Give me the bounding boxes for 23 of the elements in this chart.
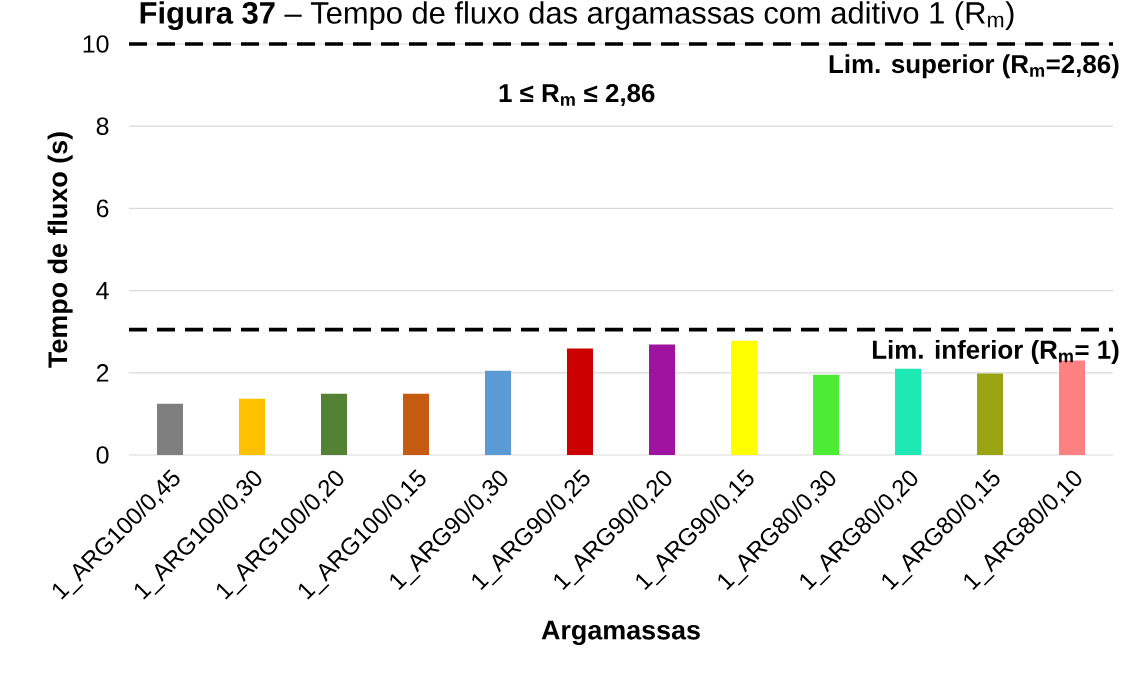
chart-title: Figura 37 – Tempo de fluxo das argamassas com aditivo 1 (R$_{m}$) [140,1,1014,31]
annotation: Lim. superior (R$_{m}$=2,86) [829,54,1119,79]
annotation: Lim. inferior (R$_{m}$= 1) [872,339,1119,365]
bar [157,403,183,455]
y-axis-title: Tempo de fluxo (s) [47,132,73,368]
bar [731,340,758,455]
y-tick-label: 6 [96,199,109,218]
bar [485,370,511,455]
bar [239,398,265,455]
bar [649,344,676,455]
bar [403,393,429,455]
y-tick-label: 4 [96,282,109,300]
y-tick-label: 0 [96,446,109,464]
bar [567,348,593,455]
y-tick-label: 10 [83,35,109,53]
bar [977,373,1004,455]
y-tick-label: 8 [96,117,109,136]
annotation: 1 ≤ R$_{m}$ ≤ 2,86 [499,83,655,107]
x-axis-title: Argamassas [541,620,700,646]
y-tick-label: 2 [96,364,109,382]
bar [813,374,840,455]
bar [895,368,922,455]
bar [321,393,347,455]
